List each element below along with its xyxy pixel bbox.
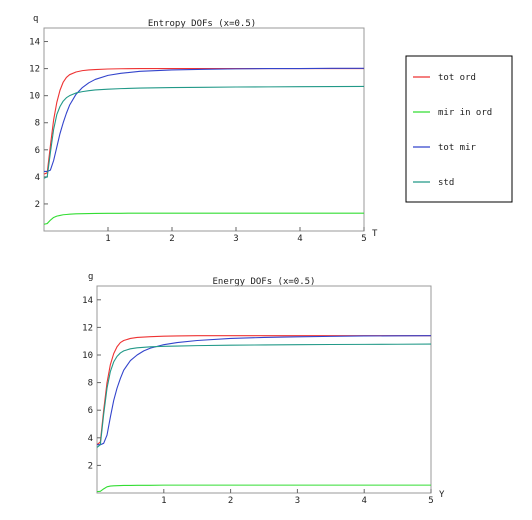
y-tick-label: 6 bbox=[88, 406, 93, 416]
x-tick-label: 2 bbox=[228, 496, 233, 506]
series-line-std bbox=[43, 85, 365, 179]
series-line-tot-ord bbox=[96, 335, 431, 446]
plot-frame bbox=[43, 27, 365, 232]
series-line-mir-in-ord bbox=[43, 212, 364, 225]
y-axis-label: q bbox=[33, 14, 38, 24]
y-axis-label: g bbox=[88, 272, 93, 282]
x-tick-label: 1 bbox=[161, 496, 166, 506]
x-tick-label: 2 bbox=[169, 234, 174, 244]
y-tick-label: 12 bbox=[82, 323, 93, 333]
x-axis-label: Y bbox=[439, 490, 445, 500]
series-lines bbox=[43, 67, 365, 225]
y-tick-label: 14 bbox=[82, 296, 93, 306]
x-tick-label: 1 bbox=[105, 234, 110, 244]
x-tick-label: 3 bbox=[295, 496, 300, 506]
legend-item-tot-ord: tot ord bbox=[413, 73, 476, 83]
chart-title: Energy DOFs (x=0.5) bbox=[213, 277, 316, 287]
y-tick-label: 10 bbox=[29, 92, 40, 102]
x-tick-label: 4 bbox=[297, 234, 302, 244]
series-line-std bbox=[96, 343, 432, 448]
y-tick-label: 8 bbox=[88, 379, 93, 389]
x-tick-label: 5 bbox=[361, 234, 366, 244]
legend-label: mir in ord bbox=[438, 108, 492, 118]
series-lines bbox=[96, 335, 432, 493]
legend-item-mir-in-ord: mir in ord bbox=[413, 108, 492, 118]
legend-label: tot mir bbox=[438, 143, 477, 153]
x-tick-label: 4 bbox=[361, 496, 366, 506]
plot-frame bbox=[96, 285, 432, 494]
legend: tot ord mir in ord tot mir std bbox=[405, 55, 513, 203]
legend-label: std bbox=[438, 178, 454, 188]
y-tick-label: 8 bbox=[35, 119, 40, 129]
x-axis-label: T bbox=[372, 229, 378, 239]
chart-title: Entropy DOFs (x=0.5) bbox=[148, 19, 256, 29]
legend-item-tot-mir: tot mir bbox=[413, 143, 477, 153]
series-line-tot-mir bbox=[97, 335, 432, 446]
y-tick-label: 10 bbox=[82, 351, 93, 361]
y-tick-label: 12 bbox=[29, 65, 40, 75]
y-tick-label: 2 bbox=[35, 200, 40, 210]
y-tick-label: 14 bbox=[29, 38, 40, 48]
series-line-tot-mir bbox=[44, 67, 364, 172]
y-tick-label: 2 bbox=[88, 461, 93, 471]
legend-label: tot ord bbox=[438, 73, 476, 83]
y-tick-label: 4 bbox=[88, 434, 93, 444]
x-tick-label: 3 bbox=[233, 234, 238, 244]
y-tick-label: 6 bbox=[35, 146, 40, 156]
x-tick-label: 5 bbox=[428, 496, 433, 506]
series-line-tot-ord bbox=[43, 68, 364, 175]
legend-box bbox=[405, 55, 513, 203]
y-tick-label: 4 bbox=[35, 173, 40, 183]
legend-item-std: std bbox=[413, 178, 454, 188]
series-line-mir-in-ord bbox=[96, 484, 431, 493]
